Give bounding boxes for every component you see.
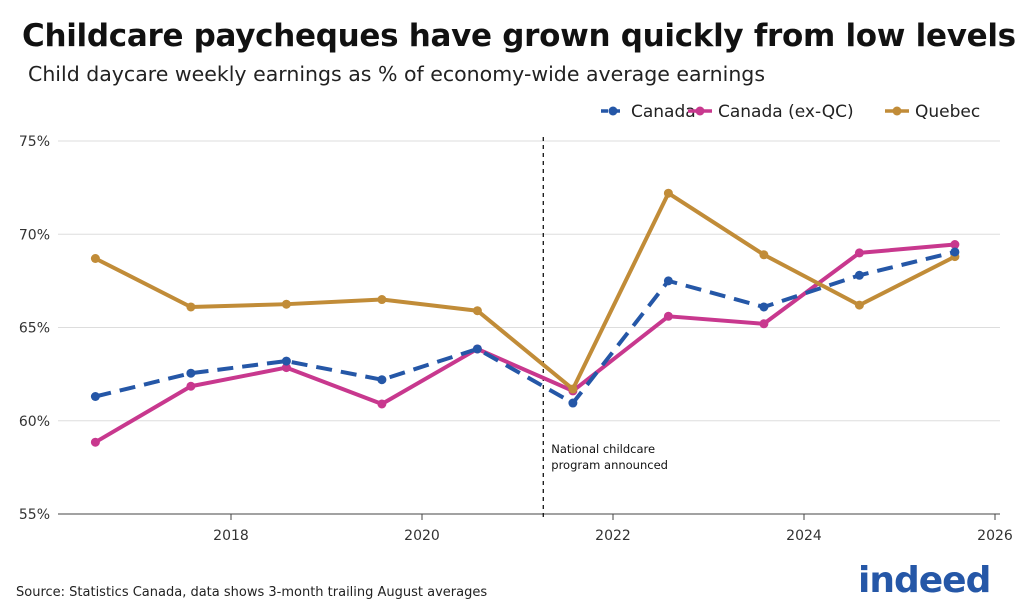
x-tick-label: 2024 [786, 528, 822, 544]
annotation-text: program announced [551, 458, 668, 472]
data-point [90, 253, 100, 263]
legend-swatch-marker [695, 106, 705, 116]
data-point [854, 300, 864, 310]
x-tick-label: 2026 [977, 528, 1013, 544]
chart-subtitle: Child daycare weekly earnings as % of ec… [28, 62, 765, 86]
legend-label: Quebec [915, 102, 980, 122]
data-point [854, 270, 864, 280]
data-point [377, 399, 387, 409]
data-point [377, 375, 387, 385]
annotation-text: National childcare [551, 442, 655, 456]
data-point [186, 381, 196, 391]
data-point [281, 299, 291, 309]
data-point [90, 392, 100, 402]
data-point [281, 363, 291, 373]
data-point [950, 247, 960, 257]
source-note: Source: Statistics Canada, data shows 3-… [16, 585, 488, 600]
legend-swatch-marker [608, 106, 618, 116]
legend-label: Canada [631, 102, 696, 122]
data-point [568, 398, 578, 408]
legend-label: Canada (ex-QC) [718, 102, 854, 122]
y-tick-label: 75% [19, 134, 50, 150]
x-tick-label: 2018 [213, 528, 249, 544]
data-point [950, 240, 960, 250]
series-line-canada [94, 250, 956, 406]
series-line-quebec [94, 191, 956, 392]
legend-swatch-marker [892, 106, 902, 116]
data-point [472, 344, 482, 354]
chart-title: Childcare paycheques have grown quickly … [22, 18, 1016, 54]
series-line-canada-ex-qc- [94, 242, 956, 444]
data-point [854, 248, 864, 258]
data-point [186, 302, 196, 312]
indeed-logo: indeed [858, 560, 991, 601]
x-tick-label: 2020 [404, 528, 440, 544]
data-point [90, 437, 100, 447]
data-point [663, 311, 673, 321]
y-tick-label: 65% [19, 321, 50, 337]
data-point [663, 188, 673, 198]
y-tick-label: 60% [19, 414, 50, 430]
data-point [568, 384, 578, 394]
data-point [759, 250, 769, 260]
x-tick-label: 2022 [595, 528, 631, 544]
data-point [759, 319, 769, 329]
data-point [472, 306, 482, 316]
y-tick-label: 55% [19, 507, 50, 523]
data-point [186, 368, 196, 378]
data-point [377, 295, 387, 305]
data-point [281, 356, 291, 366]
y-tick-label: 70% [19, 227, 50, 243]
data-point [759, 302, 769, 312]
data-point [663, 276, 673, 286]
